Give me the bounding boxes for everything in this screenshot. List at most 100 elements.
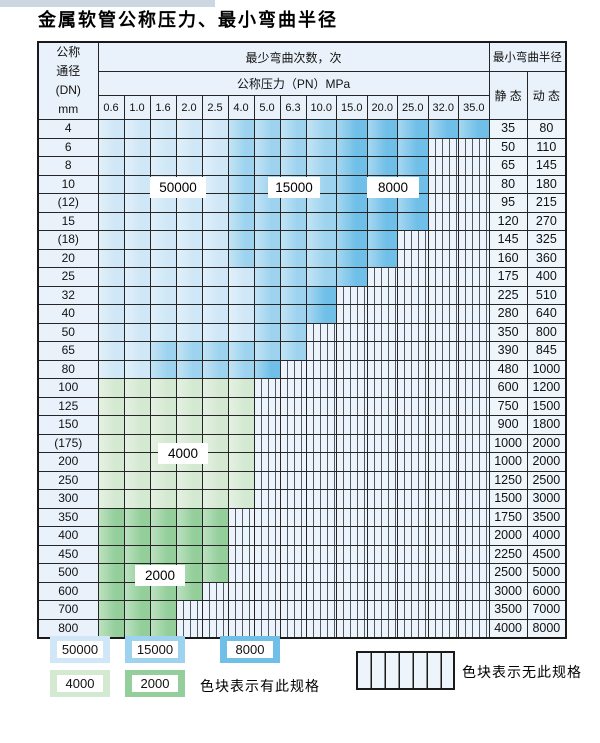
- no-spec-cell: [427, 452, 459, 472]
- static-radius-value: 35: [488, 119, 528, 139]
- pressure-value: 1.6: [149, 95, 177, 120]
- no-spec-cell: [458, 544, 490, 564]
- spec-cell: [279, 156, 307, 176]
- no-spec-cell: [201, 581, 229, 601]
- dn-value: 15: [37, 211, 99, 231]
- spec-cell: [175, 526, 203, 546]
- spec-cell: [227, 378, 255, 398]
- no-spec-cell: [458, 415, 490, 435]
- spec-cell: [279, 322, 307, 342]
- no-spec-cell: [253, 600, 281, 620]
- no-spec-cell: [336, 507, 368, 527]
- no-spec-cell: [397, 618, 429, 639]
- table-row: (18) 145 325: [37, 230, 567, 250]
- pressure-value: 5.0: [253, 95, 281, 120]
- spec-cell: [227, 174, 255, 194]
- table-row: 450 2250 4500: [37, 544, 567, 564]
- spec-cell: [201, 341, 229, 361]
- spec-cell: [201, 156, 229, 176]
- dn-value: 6: [37, 137, 99, 157]
- no-spec-cell: [175, 618, 203, 639]
- spec-cell: [123, 489, 151, 509]
- no-spec-cell: [279, 489, 307, 509]
- table-row: 150 900 1800: [37, 415, 567, 435]
- no-spec-cell: [458, 526, 490, 546]
- no-spec-cell: [336, 581, 368, 601]
- dn-value: (12): [37, 193, 99, 213]
- spec-cell: [366, 230, 398, 250]
- spec-cell: [123, 396, 151, 416]
- no-spec-cell: [227, 526, 255, 546]
- dynamic-radius-value: 400: [526, 267, 567, 287]
- dn-value: 300: [37, 489, 99, 509]
- dn-value: 40: [37, 304, 99, 324]
- no-spec-cell: [427, 267, 459, 287]
- dynamic-radius-value: 845: [526, 341, 567, 361]
- spec-cell: [336, 230, 368, 250]
- spec-cell: [336, 119, 368, 139]
- spec-cell: [201, 378, 229, 398]
- legend-swatch-4000: 4000: [50, 670, 110, 697]
- dynamic-radius-value: 6000: [526, 581, 567, 601]
- spec-cell: [227, 433, 255, 453]
- no-spec-cell: [366, 581, 398, 601]
- static-radius-value: 3500: [488, 600, 528, 620]
- no-spec-cell: [305, 378, 337, 398]
- spec-cell: [201, 433, 229, 453]
- spec-cell: [175, 415, 203, 435]
- table-row: 700 3500 7000: [37, 600, 567, 620]
- pressure-values-row: 0.6 1.0 1.6 2.0 2.5 4.0 5.0 6.3 10.0 15.0 20.0 25.0…: [38, 95, 566, 120]
- spec-cell: [175, 341, 203, 361]
- spec-cell: [336, 193, 368, 213]
- static-radius-value: 390: [488, 341, 528, 361]
- table-row: 500 2500 5000: [37, 563, 567, 583]
- spec-cell: [175, 156, 203, 176]
- spec-cell: [253, 156, 281, 176]
- spec-cell: [123, 526, 151, 546]
- spec-cell: [227, 119, 255, 139]
- spec-cell: [253, 359, 281, 379]
- spec-cell: [227, 211, 255, 231]
- spec-cell: [123, 378, 151, 398]
- radius-header: 最小弯曲半径: [488, 41, 567, 72]
- no-spec-cell: [427, 470, 459, 490]
- no-spec-cell: [366, 563, 398, 583]
- no-spec-cell: [458, 322, 490, 342]
- no-spec-cell: [397, 304, 429, 324]
- spec-cell: [305, 230, 337, 250]
- no-spec-cell: [397, 470, 429, 490]
- dn-value: 250: [37, 470, 99, 490]
- no-spec-cell: [427, 322, 459, 342]
- no-spec-cell: [366, 304, 398, 324]
- dn-value: 600: [37, 581, 99, 601]
- dn-value: 32: [37, 285, 99, 305]
- table-row: 50 350 800: [37, 322, 567, 342]
- no-spec-cell: [427, 507, 459, 527]
- no-spec-cell: [305, 415, 337, 435]
- spec-cell: [123, 267, 151, 287]
- no-spec-cell: [397, 359, 429, 379]
- no-spec-cell: [366, 544, 398, 564]
- dynamic-radius-value: 80: [526, 119, 567, 139]
- legend-swatch-label: 4000: [57, 675, 103, 692]
- spec-cell: [97, 248, 125, 268]
- spec-cell: [201, 211, 229, 231]
- spec-cell: [201, 285, 229, 305]
- spec-cell: [279, 137, 307, 157]
- dn-value: 200: [37, 452, 99, 472]
- spec-cell: [366, 211, 398, 231]
- legend-has-spec-text: 色块表示有此规格: [200, 678, 320, 694]
- dynamic-radius-value: 180: [526, 174, 567, 194]
- no-spec-cell: [458, 563, 490, 583]
- dn-value: 8: [37, 156, 99, 176]
- dn-value: 100: [37, 378, 99, 398]
- no-spec-cell: [253, 507, 281, 527]
- spec-cell: [149, 267, 177, 287]
- spec-cell: [366, 248, 398, 268]
- no-spec-cell: [305, 507, 337, 527]
- no-spec-cell: [427, 359, 459, 379]
- legend-no-spec-swatch: [356, 651, 455, 690]
- spec-cell: [123, 285, 151, 305]
- dynamic-radius-value: 3000: [526, 489, 567, 509]
- no-spec-cell: [279, 544, 307, 564]
